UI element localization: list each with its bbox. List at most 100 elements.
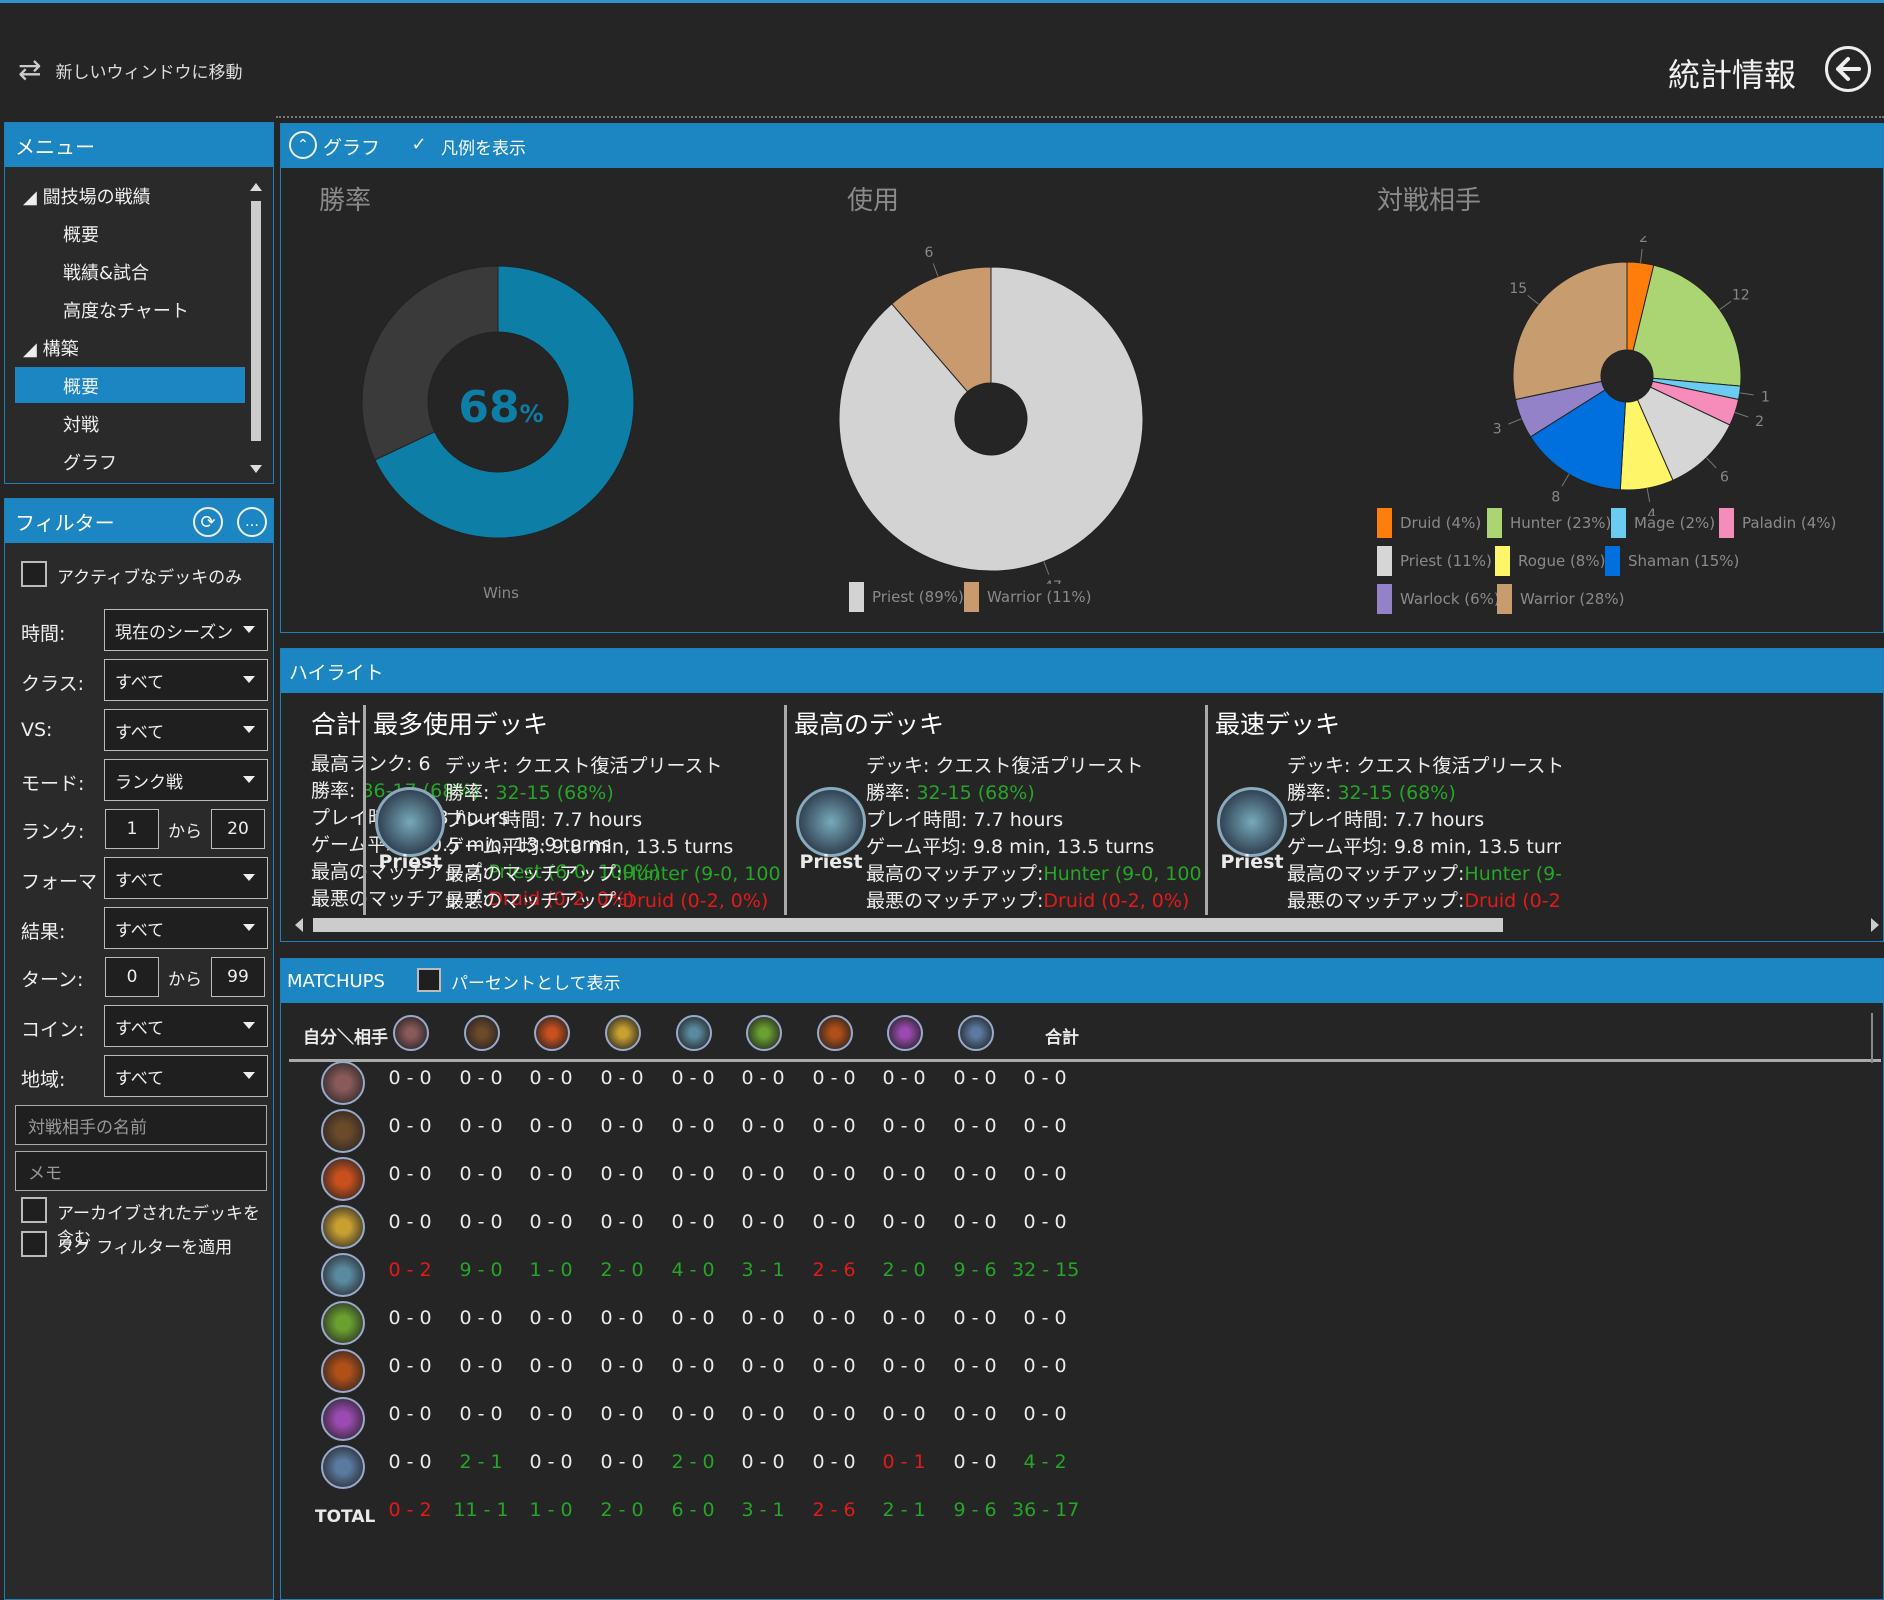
- pie-slice: [1636, 386, 1731, 481]
- menu-item-constructed-matches[interactable]: 対戦: [63, 415, 99, 436]
- switch-window-button[interactable]: ⇄ 新しいウィンドウに移動: [18, 56, 242, 84]
- matchup-cell: 2 - 0: [671, 1451, 715, 1473]
- turn-from-input[interactable]: 0: [105, 957, 159, 997]
- matchup-cell: 0 - 0: [459, 1403, 503, 1425]
- menu-group-constructed[interactable]: ◢ 構築: [23, 339, 79, 360]
- opponent-name-input[interactable]: 対戦相手の名前: [15, 1105, 267, 1145]
- highlight-card: 最多使用デッキ Priest デッキ: クエスト復活プリースト 勝率: 32-15 (…: [363, 705, 793, 917]
- priest-class-icon: [375, 787, 445, 857]
- matchup-cell: 0 - 0: [388, 1115, 432, 1137]
- menu-panel: メニュー ◢ 闘技場の戦績 概要 戦績&試合 高度なチャート ◢ 構築 概要 対…: [4, 122, 274, 484]
- time-label: 時間:: [21, 623, 66, 645]
- matchup-cell: 4 - 2: [1023, 1451, 1067, 1473]
- page-title: 統計情報: [1668, 56, 1797, 94]
- mage-row-icon: [321, 1157, 365, 1201]
- highlight-total: 合計 最高ランク: 6 勝率: 36-17 (68%) プレイ時間: 9.3 h…: [311, 705, 937, 917]
- matchup-cell: 0 - 0: [529, 1307, 573, 1329]
- coin-label: コイン:: [21, 1019, 85, 1041]
- result-label: 結果:: [21, 921, 66, 943]
- matchup-cell: 6 - 0: [671, 1499, 715, 1521]
- percent-checkbox[interactable]: [417, 968, 441, 992]
- rank-to-input[interactable]: 20: [211, 809, 265, 849]
- apply-tag-filter-checkbox[interactable]: [21, 1231, 47, 1257]
- class-select[interactable]: すべて: [104, 659, 268, 701]
- matchup-cell: 0 - 0: [600, 1115, 644, 1137]
- collapse-icon[interactable]: ⌃: [289, 131, 317, 159]
- matchup-cell: 0 - 0: [1023, 1067, 1067, 1089]
- refresh-icon[interactable]: ⟳: [193, 507, 223, 537]
- matchup-cell: 0 - 0: [459, 1067, 503, 1089]
- matchup-cell: 0 - 0: [388, 1163, 432, 1185]
- hunter-class-icon: [464, 1015, 500, 1051]
- winrate-wins-label: Wins: [483, 584, 519, 602]
- matchup-cell: 0 - 0: [953, 1115, 997, 1137]
- druid-class-icon: [393, 1015, 429, 1051]
- usage-pie-chart: 47 6: [838, 245, 1144, 584]
- pie-data-label: 2: [1639, 236, 1648, 246]
- matchup-cell: 2 - 0: [600, 1499, 644, 1521]
- format-select[interactable]: すべて: [104, 857, 268, 899]
- turn-range-sep: から: [168, 970, 202, 990]
- matchup-cell: 0 - 0: [600, 1067, 644, 1089]
- pie-data-label: 6: [1720, 469, 1729, 485]
- matchup-cell: 0 - 0: [812, 1355, 856, 1377]
- mode-select[interactable]: ランク戦: [104, 759, 268, 801]
- menu-item-constructed-graphs[interactable]: グラフ: [63, 453, 117, 474]
- rank-label: ランク:: [21, 821, 85, 843]
- matchup-cell: 0 - 0: [741, 1355, 785, 1377]
- include-archived-checkbox[interactable]: [21, 1197, 47, 1223]
- matchup-cell: 0 - 0: [600, 1451, 644, 1473]
- back-button[interactable]: [1825, 46, 1871, 92]
- matchup-cell: 1 - 0: [529, 1259, 573, 1281]
- matchup-cell: 2 - 6: [812, 1499, 856, 1521]
- menu-item-arena-runs[interactable]: 戦績&試合: [63, 263, 150, 284]
- matchup-cell: 0 - 0: [812, 1451, 856, 1473]
- matchup-cell: 0 - 0: [388, 1355, 432, 1377]
- graph-header: ⌃ グラフ ✓ 凡例を表示: [281, 124, 1883, 168]
- menu-item-arena-overview[interactable]: 概要: [63, 225, 99, 246]
- menu-item-arena-advanced[interactable]: 高度なチャート: [63, 301, 189, 322]
- highlights-scrollbar[interactable]: [293, 915, 1883, 935]
- priest-class-icon: [676, 1015, 712, 1051]
- vs-select[interactable]: すべて: [104, 709, 268, 751]
- shaman-class-icon: [817, 1015, 853, 1051]
- matchups-section: MATCHUPS パーセントとして表示 自分＼相手 合計 TOTAL 0 - 0…: [280, 958, 1884, 1600]
- legend-swatch: [1611, 508, 1626, 538]
- matchup-cell: 0 - 0: [1023, 1355, 1067, 1377]
- result-select[interactable]: すべて: [104, 907, 268, 949]
- pie-data-label: 4: [1647, 507, 1656, 516]
- menu-scrollbar[interactable]: [248, 183, 264, 473]
- matchup-cell: 0 - 0: [882, 1115, 926, 1137]
- menu-group-arena[interactable]: ◢ 闘技場の戦績: [23, 187, 151, 208]
- matchup-cell: 0 - 0: [459, 1115, 503, 1137]
- matchup-cell: 0 - 0: [671, 1163, 715, 1185]
- coin-select[interactable]: すべて: [104, 1005, 268, 1047]
- pie-slice: [891, 266, 992, 393]
- rank-from-input[interactable]: 1: [105, 809, 159, 849]
- more-options-icon[interactable]: …: [237, 507, 267, 537]
- matchup-cell: 0 - 0: [953, 1403, 997, 1425]
- turn-to-input[interactable]: 99: [211, 957, 265, 997]
- legend-item: Druid (4%): [1377, 508, 1481, 538]
- time-select[interactable]: 現在のシーズン: [104, 609, 268, 651]
- matchup-cell: 0 - 0: [529, 1355, 573, 1377]
- matchup-cell: 0 - 0: [953, 1067, 997, 1089]
- matchup-total-col-label: 合計: [1045, 1028, 1079, 1048]
- pie-data-label: 12: [1732, 287, 1750, 303]
- note-input[interactable]: メモ: [15, 1151, 267, 1191]
- filter-header: フィルター ⟳ …: [5, 499, 273, 543]
- menu-item-constructed-overview[interactable]: 概要: [15, 367, 245, 403]
- matchup-cell: 0 - 0: [529, 1403, 573, 1425]
- legend-swatch: [1719, 508, 1734, 538]
- matchup-cell: 2 - 0: [600, 1259, 644, 1281]
- matchup-total-row-label: TOTAL: [315, 1507, 376, 1527]
- matchup-cell: 0 - 0: [1023, 1115, 1067, 1137]
- rank-range-sep: から: [168, 822, 202, 842]
- legend-item: Shaman (15%): [1605, 546, 1739, 576]
- winrate-donut-chart: [361, 265, 635, 539]
- priest-class-icon: [796, 787, 866, 857]
- active-decks-checkbox[interactable]: [21, 561, 47, 587]
- show-legend-checkbox[interactable]: ✓: [407, 133, 431, 157]
- swap-arrows-icon: ⇄: [18, 53, 42, 86]
- region-select[interactable]: すべて: [104, 1055, 268, 1097]
